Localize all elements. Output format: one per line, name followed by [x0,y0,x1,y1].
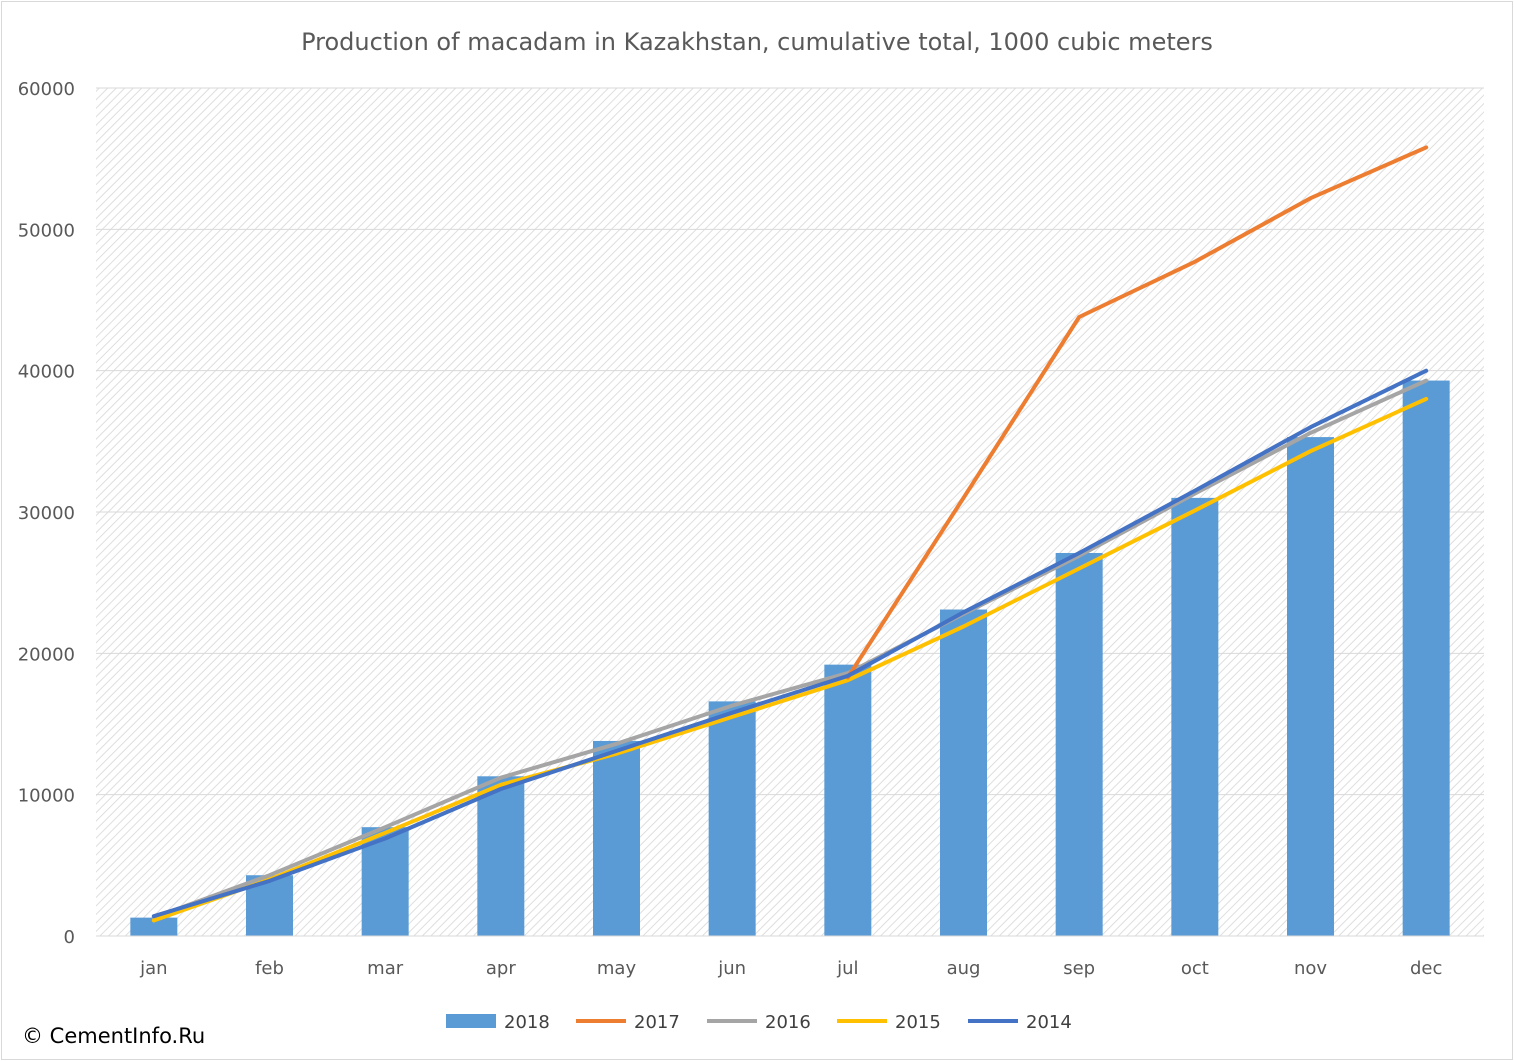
y-tick-label: 10000 [18,786,75,807]
bar-series-2018 [130,380,1450,936]
line-series-2014 [151,368,1429,919]
x-tick-label: aug [947,958,981,979]
legend: 2018 2017 2016 2015 2014 [446,1012,1072,1033]
line-series [151,145,1429,923]
legend-label: 2015 [895,1012,941,1033]
y-tick-label: 20000 [18,644,75,665]
y-tick-label: 30000 [18,503,75,524]
bar-2018-apr [477,776,525,936]
y-tick-label: 40000 [18,362,75,383]
x-tick-label: mar [367,958,404,979]
bar-2018-jan [130,917,178,936]
legend-item-2018: 2018 [446,1012,550,1033]
y-tick-label: 50000 [18,220,75,241]
bar-2018-oct [1171,497,1219,936]
legend-label: 2018 [504,1012,550,1033]
x-tick-label: sep [1063,958,1095,979]
x-tick-label: jul [836,958,858,979]
legend-item-2015: 2015 [837,1012,941,1033]
legend-item-2017: 2017 [576,1012,680,1033]
bar-2018-jul [824,664,872,936]
bar-2018-jun [708,701,756,936]
x-tick-label: jan [139,958,167,979]
y-tick-label: 60000 [18,79,75,100]
y-tick-label: 0 [64,927,75,948]
x-tick-label: nov [1294,958,1327,979]
bar-2018-nov [1287,437,1334,936]
x-axis-ticks: jan feb mar apr may jun jul aug sep oct nov dec [139,958,1442,979]
legend-item-2016: 2016 [707,1012,811,1033]
x-tick-label: feb [255,958,284,979]
x-tick-label: oct [1181,958,1209,979]
y-axis-ticks: 0 10000 20000 30000 40000 50000 60000 [18,79,75,948]
line-series-2017 [845,145,1429,680]
legend-label: 2014 [1026,1012,1072,1033]
x-tick-label: may [597,958,637,979]
credit-text: © CementInfo.Ru [22,1024,205,1048]
line-series-2016 [151,378,1429,920]
bar-2018-dec [1402,380,1450,936]
bar-2018-sep [1055,552,1103,936]
line-series-2015 [151,396,1429,923]
legend-swatch [446,1014,496,1028]
legend-item-2014: 2014 [968,1012,1072,1033]
chart-title: Production of macadam in Kazakhstan, cum… [301,28,1213,56]
bar-2018-aug [940,609,987,936]
legend-label: 2016 [765,1012,811,1033]
x-tick-label: dec [1410,958,1442,979]
legend-label: 2017 [634,1012,680,1033]
x-tick-label: jun [717,958,746,979]
gridlines [96,87,1484,796]
bar-2018-may [593,740,640,936]
x-tick-label: apr [486,958,516,979]
